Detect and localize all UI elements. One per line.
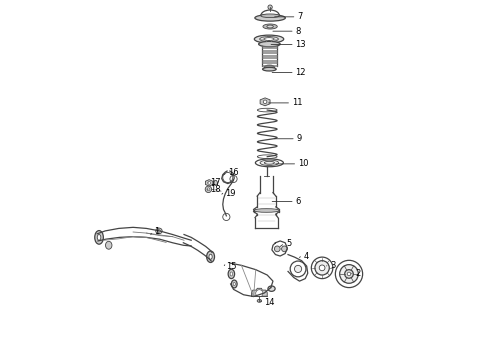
- Text: 12: 12: [295, 68, 306, 77]
- Text: 16: 16: [228, 168, 239, 177]
- Ellipse shape: [255, 15, 285, 21]
- Circle shape: [340, 265, 358, 283]
- Circle shape: [268, 5, 272, 9]
- Ellipse shape: [105, 241, 112, 249]
- Circle shape: [256, 290, 263, 297]
- Polygon shape: [260, 98, 270, 106]
- Ellipse shape: [214, 180, 218, 185]
- Text: 19: 19: [225, 189, 235, 198]
- Circle shape: [315, 261, 329, 275]
- Polygon shape: [251, 288, 267, 296]
- Ellipse shape: [157, 230, 160, 232]
- Text: 7: 7: [297, 12, 303, 21]
- Ellipse shape: [97, 234, 101, 240]
- Circle shape: [347, 272, 351, 276]
- Circle shape: [207, 188, 210, 191]
- Ellipse shape: [228, 269, 235, 279]
- Circle shape: [282, 246, 287, 252]
- Text: 6: 6: [295, 197, 301, 206]
- Text: 13: 13: [295, 40, 306, 49]
- Ellipse shape: [231, 280, 237, 288]
- Text: 1: 1: [154, 228, 159, 237]
- Text: 14: 14: [265, 298, 275, 307]
- Ellipse shape: [267, 25, 273, 28]
- Ellipse shape: [207, 251, 215, 262]
- Circle shape: [294, 265, 302, 273]
- Ellipse shape: [254, 35, 284, 43]
- Text: 4: 4: [304, 252, 309, 261]
- Ellipse shape: [257, 300, 262, 302]
- Text: 11: 11: [292, 98, 302, 107]
- Ellipse shape: [156, 228, 162, 234]
- Circle shape: [319, 265, 325, 271]
- Ellipse shape: [209, 254, 212, 259]
- Text: 18: 18: [210, 185, 221, 194]
- Ellipse shape: [233, 282, 235, 285]
- Polygon shape: [205, 180, 213, 186]
- Ellipse shape: [265, 65, 274, 69]
- Circle shape: [263, 100, 267, 104]
- Ellipse shape: [254, 209, 279, 212]
- Circle shape: [344, 270, 353, 278]
- Ellipse shape: [263, 24, 277, 29]
- Circle shape: [274, 246, 280, 252]
- Ellipse shape: [95, 230, 103, 244]
- Ellipse shape: [263, 67, 276, 71]
- Ellipse shape: [260, 37, 278, 41]
- Text: 17: 17: [211, 178, 221, 187]
- Ellipse shape: [259, 41, 280, 47]
- Ellipse shape: [260, 160, 279, 166]
- Circle shape: [205, 186, 212, 193]
- Text: 8: 8: [295, 27, 301, 36]
- Ellipse shape: [268, 286, 275, 291]
- Text: 15: 15: [225, 262, 236, 271]
- Text: 9: 9: [296, 134, 302, 143]
- Ellipse shape: [230, 272, 233, 276]
- Text: 2: 2: [355, 269, 361, 278]
- Text: 3: 3: [330, 261, 336, 270]
- Text: 5: 5: [286, 239, 291, 248]
- Text: 10: 10: [298, 159, 309, 168]
- Ellipse shape: [264, 38, 274, 41]
- Circle shape: [208, 181, 211, 184]
- Ellipse shape: [261, 14, 279, 18]
